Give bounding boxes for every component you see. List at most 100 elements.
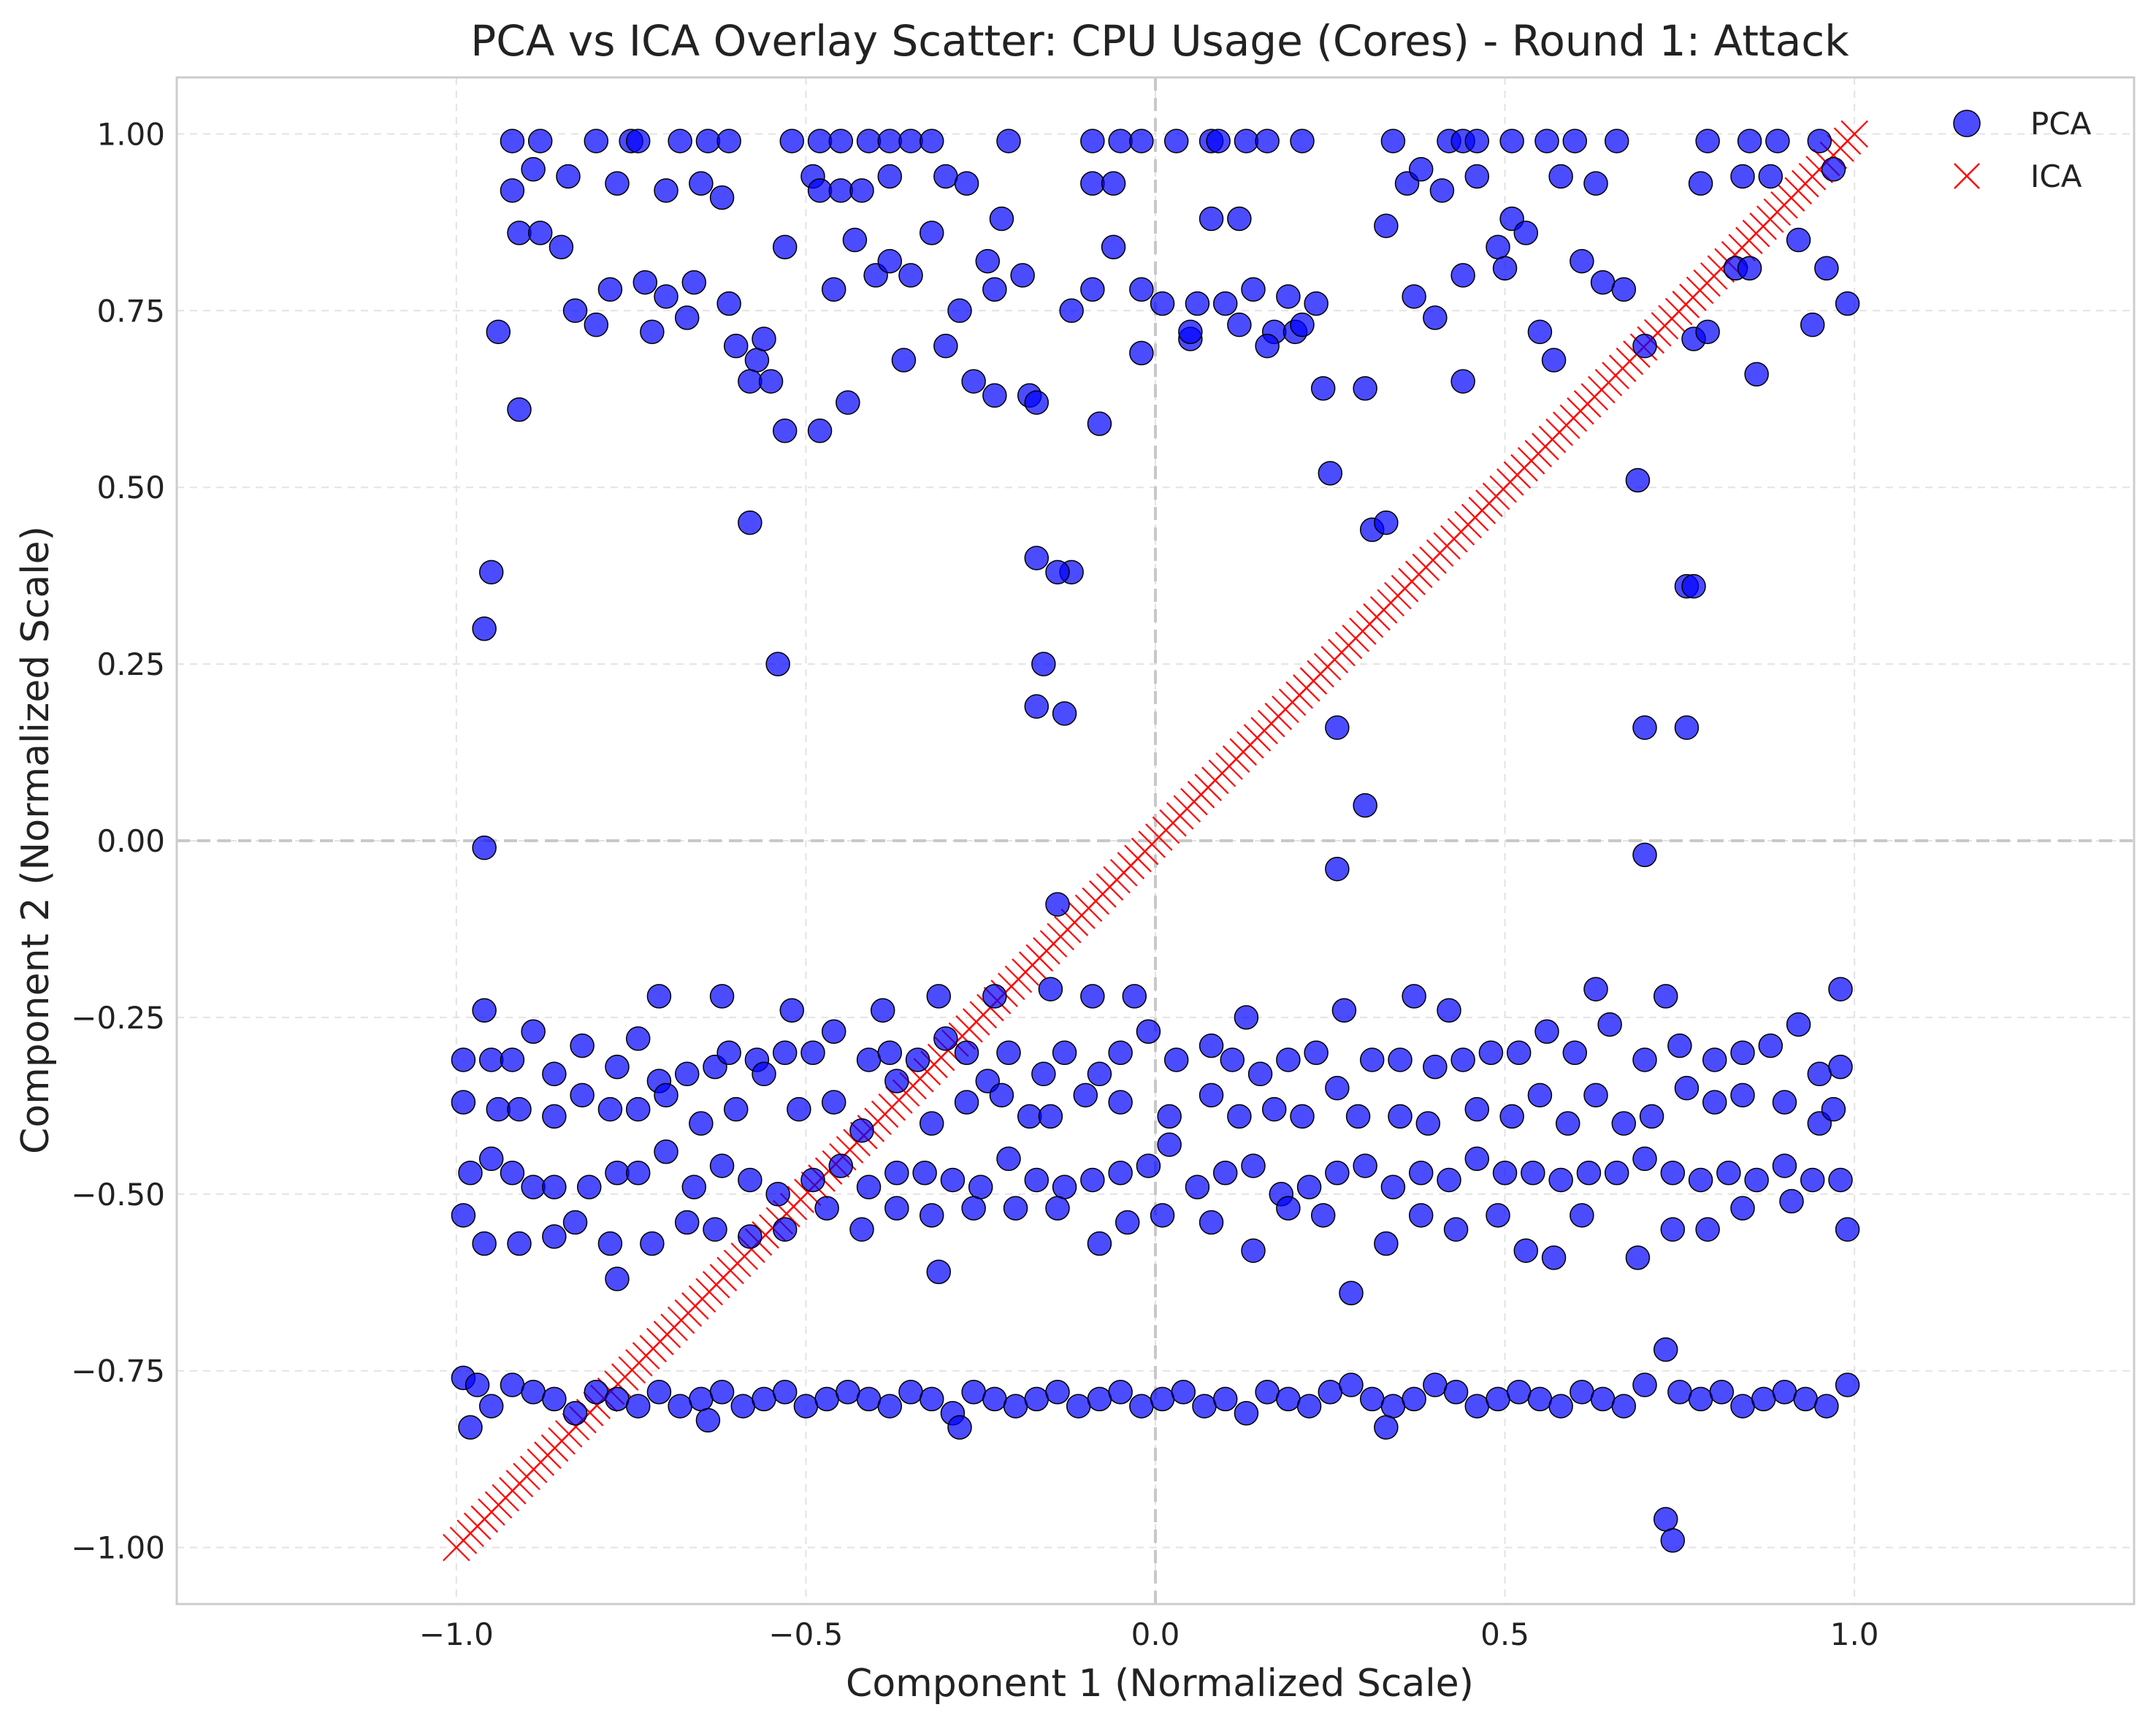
pca-point xyxy=(1667,1379,1692,1405)
pca-point xyxy=(877,129,903,153)
pca-point xyxy=(926,984,952,1009)
pca-point xyxy=(814,1196,839,1221)
pca-point xyxy=(1359,1386,1385,1412)
pca-point xyxy=(1702,1090,1727,1115)
pca-point xyxy=(1513,221,1539,245)
x-axis-label: Component 1 (Normalized Scale) xyxy=(846,1662,1474,1706)
pca-point xyxy=(1437,998,1461,1023)
pca-point xyxy=(709,185,735,210)
pca-point xyxy=(828,178,854,203)
pca-point xyxy=(1450,1047,1475,1072)
pca-point xyxy=(1570,1379,1594,1405)
pca-point xyxy=(646,984,672,1009)
pca-point xyxy=(793,1394,819,1419)
pca-point xyxy=(856,1175,882,1199)
pca-point xyxy=(1178,319,1203,345)
pca-point xyxy=(856,1047,882,1072)
pca-point xyxy=(1108,1090,1133,1115)
x-tick-labels: −1.0 −0.5 0.0 0.5 1.0 xyxy=(419,1616,1879,1652)
pca-point xyxy=(521,1019,546,1044)
pca-point xyxy=(1115,1210,1140,1235)
pca-point xyxy=(1548,164,1573,189)
pca-point xyxy=(982,383,1007,408)
pca-point xyxy=(1227,206,1252,232)
pca-point xyxy=(954,171,979,196)
pca-point xyxy=(1800,1167,1825,1193)
pca-point xyxy=(654,1139,678,1164)
pca-point xyxy=(1241,1238,1266,1263)
pca-point xyxy=(1828,1167,1853,1193)
pca-point xyxy=(1828,977,1853,1001)
pca-point xyxy=(1688,171,1713,196)
pca-point xyxy=(1786,227,1811,253)
pca-point xyxy=(689,171,714,196)
pca-point xyxy=(478,1146,504,1172)
pca-point xyxy=(849,178,874,203)
pca-point xyxy=(1499,129,1524,153)
pca-point xyxy=(451,1047,476,1072)
legend-pca-marker xyxy=(1953,110,1981,137)
pca-point xyxy=(1402,284,1426,309)
pca-point xyxy=(1080,129,1105,153)
pca-point xyxy=(723,1096,749,1122)
pca-point xyxy=(1374,1415,1399,1440)
pca-point xyxy=(1464,1096,1490,1122)
pca-point xyxy=(507,397,532,422)
pca-point xyxy=(1423,1054,1448,1080)
pca-point xyxy=(500,1161,525,1186)
pca-point xyxy=(605,1386,630,1412)
legend-ica-label: ICA xyxy=(2030,159,2082,194)
pca-point xyxy=(779,998,805,1023)
pca-point xyxy=(576,1175,602,1199)
pca-point xyxy=(877,1040,903,1066)
pca-point xyxy=(632,270,658,295)
pca-point xyxy=(703,1217,727,1242)
pca-point xyxy=(1695,129,1720,153)
pca-point xyxy=(625,1026,651,1051)
ica-point xyxy=(1840,120,1868,148)
pca-point xyxy=(1045,1196,1070,1221)
pca-point xyxy=(654,178,678,203)
pca-point xyxy=(1772,1153,1797,1178)
pca-point xyxy=(933,333,958,359)
pca-point xyxy=(562,1210,588,1235)
pca-point xyxy=(716,129,741,153)
pca-point xyxy=(542,1175,567,1199)
pca-point xyxy=(1632,715,1657,740)
pca-point xyxy=(625,1161,651,1186)
pca-point xyxy=(1653,984,1678,1009)
pca-point xyxy=(472,998,497,1023)
pca-point xyxy=(1353,793,1377,818)
pca-point xyxy=(933,1026,958,1051)
pca-point xyxy=(752,327,776,351)
pca-point xyxy=(1150,291,1175,316)
pca-point xyxy=(542,1104,567,1129)
pca-point xyxy=(1331,998,1357,1023)
pca-point xyxy=(1576,1161,1602,1186)
pca-point xyxy=(919,1111,944,1136)
pca-point xyxy=(1730,1040,1755,1066)
pca-point xyxy=(821,1019,846,1044)
y-tick-label: 0.25 xyxy=(96,646,165,682)
pca-point xyxy=(1486,1203,1510,1228)
pca-point xyxy=(625,129,651,153)
pca-point xyxy=(996,129,1021,153)
pca-point xyxy=(1024,546,1050,570)
pca-point xyxy=(1695,319,1720,345)
pca-point xyxy=(919,129,944,153)
pca-point xyxy=(1374,1231,1399,1256)
pca-point xyxy=(1632,1373,1657,1397)
pca-point xyxy=(1835,1217,1860,1242)
pca-point xyxy=(1108,1161,1133,1186)
pca-point xyxy=(1325,715,1350,740)
pca-point xyxy=(451,1090,476,1115)
pca-point xyxy=(1212,1386,1238,1412)
pca-point xyxy=(1611,1394,1637,1419)
pca-point xyxy=(982,984,1007,1009)
pca-point xyxy=(1345,1104,1371,1129)
pca-point xyxy=(1045,892,1070,917)
pca-point xyxy=(1276,284,1301,309)
pca-point xyxy=(597,1096,623,1122)
pca-point xyxy=(961,1196,986,1221)
pca-point xyxy=(1206,129,1231,153)
